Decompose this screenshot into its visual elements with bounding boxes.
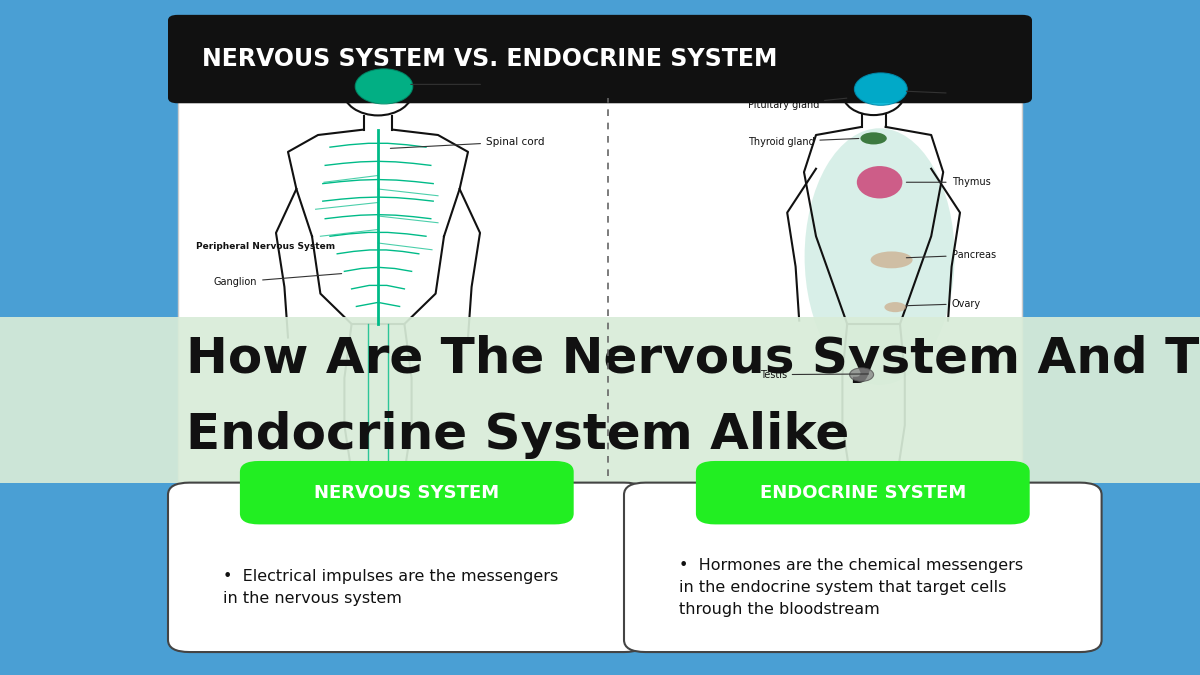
FancyBboxPatch shape xyxy=(624,483,1102,652)
Ellipse shape xyxy=(871,252,913,269)
Text: NERVOUS SYSTEM VS. ENDOCRINE SYSTEM: NERVOUS SYSTEM VS. ENDOCRINE SYSTEM xyxy=(202,47,776,71)
Ellipse shape xyxy=(860,132,887,144)
Text: Male: Male xyxy=(829,57,858,67)
Text: Peripheral Nervous System: Peripheral Nervous System xyxy=(196,242,335,251)
FancyBboxPatch shape xyxy=(168,15,1032,103)
Circle shape xyxy=(850,368,874,381)
Text: How Are The Nervous System And The: How Are The Nervous System And The xyxy=(186,335,1200,383)
FancyBboxPatch shape xyxy=(240,461,574,524)
Ellipse shape xyxy=(884,302,906,312)
FancyBboxPatch shape xyxy=(696,461,1030,524)
FancyBboxPatch shape xyxy=(168,483,646,652)
FancyBboxPatch shape xyxy=(178,20,1022,648)
Text: Pancreas: Pancreas xyxy=(906,250,996,260)
Ellipse shape xyxy=(854,73,907,105)
Text: Thyroid gland: Thyroid gland xyxy=(748,137,859,146)
Text: NERVOUS SYSTEM: NERVOUS SYSTEM xyxy=(314,484,499,502)
Text: Thymus: Thymus xyxy=(906,178,990,187)
Ellipse shape xyxy=(804,128,955,385)
Text: Spinal cord: Spinal cord xyxy=(390,137,545,148)
Ellipse shape xyxy=(355,69,413,104)
Text: Ovary: Ovary xyxy=(906,299,980,308)
Text: ENDOCRINE SYSTEM: ENDOCRINE SYSTEM xyxy=(760,484,966,502)
Bar xyxy=(0,317,1200,483)
Text: •  Electrical impulses are the messengers
in the nervous system: • Electrical impulses are the messengers… xyxy=(223,569,558,606)
Text: Female: Female xyxy=(876,57,919,67)
Ellipse shape xyxy=(857,166,902,198)
Text: Brain: Brain xyxy=(410,80,514,89)
Text: Pituitary gland: Pituitary gland xyxy=(748,98,847,109)
Text: •  Hormones are the chemical messengers
in the endocrine system that target cell: • Hormones are the chemical messengers i… xyxy=(679,558,1024,618)
Text: Endocrine System Alike: Endocrine System Alike xyxy=(186,411,850,460)
Text: Testis: Testis xyxy=(760,370,869,379)
Text: Pineal gland: Pineal gland xyxy=(906,90,1012,99)
Text: Ganglion: Ganglion xyxy=(214,273,342,287)
